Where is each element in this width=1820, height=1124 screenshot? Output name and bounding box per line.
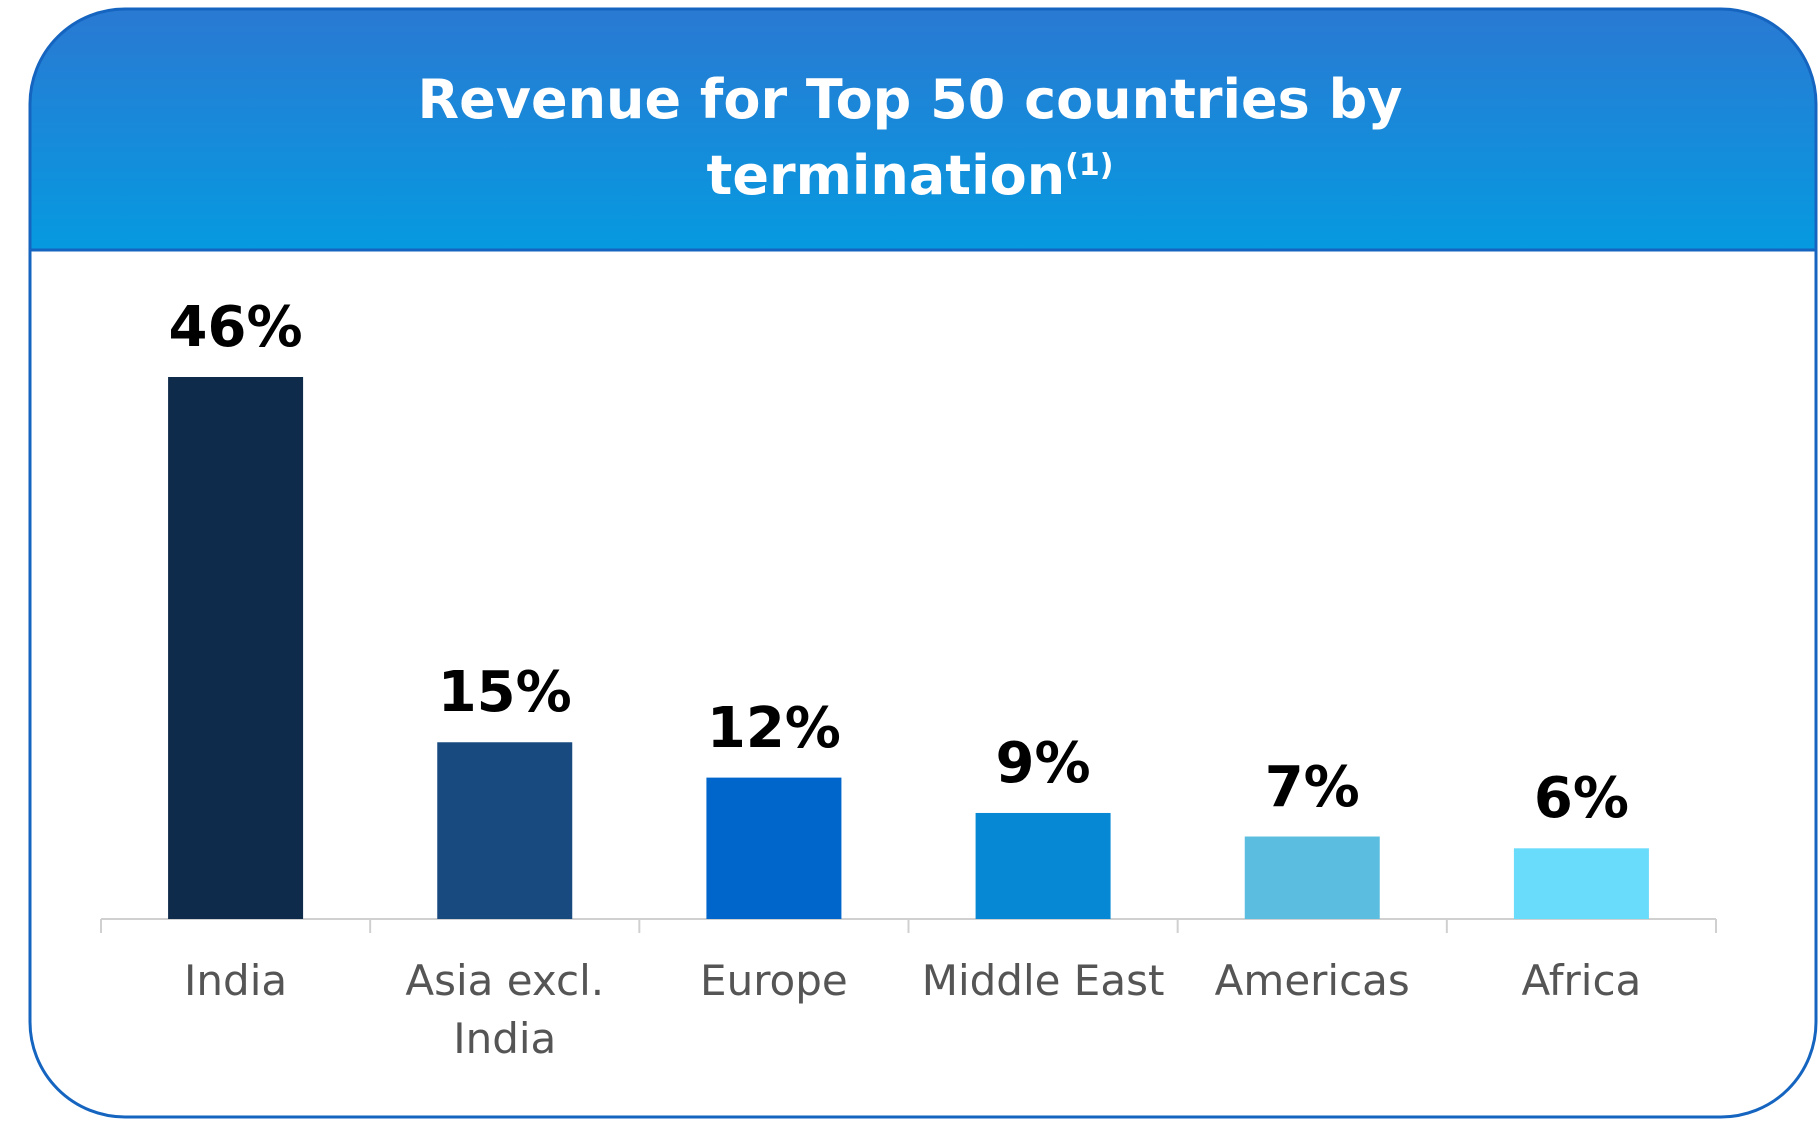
- bar: [437, 742, 573, 919]
- value-label: 15%: [437, 660, 572, 726]
- card-border: [28, 7, 1818, 1119]
- value-label: 46%: [168, 295, 303, 360]
- value-label: 9%: [995, 730, 1091, 796]
- x-tick-label: Europe: [700, 956, 848, 1005]
- title-note: (1): [1065, 148, 1114, 183]
- x-tick-label: Asia excl. India: [405, 956, 605, 1063]
- x-tick-label: Americas: [1214, 956, 1410, 1005]
- x-tick-label: Africa: [1521, 956, 1642, 1005]
- chart-title-block: Revenue for Top 50 countries by terminat…: [285, 62, 1535, 214]
- value-label: 12%: [706, 695, 841, 761]
- bar: [706, 777, 842, 919]
- header-band: [30, 9, 1816, 250]
- x-tick-label: India: [184, 956, 288, 1005]
- bar: [168, 377, 304, 919]
- x-tick-label: Middle East: [921, 956, 1165, 1005]
- value-label: 7%: [1264, 754, 1360, 820]
- chart-title: Revenue for Top 50 countries by terminat…: [417, 68, 1403, 207]
- bar: [1244, 836, 1380, 919]
- bar: [975, 812, 1111, 919]
- value-label: 6%: [1533, 766, 1629, 832]
- bar: [1513, 848, 1649, 919]
